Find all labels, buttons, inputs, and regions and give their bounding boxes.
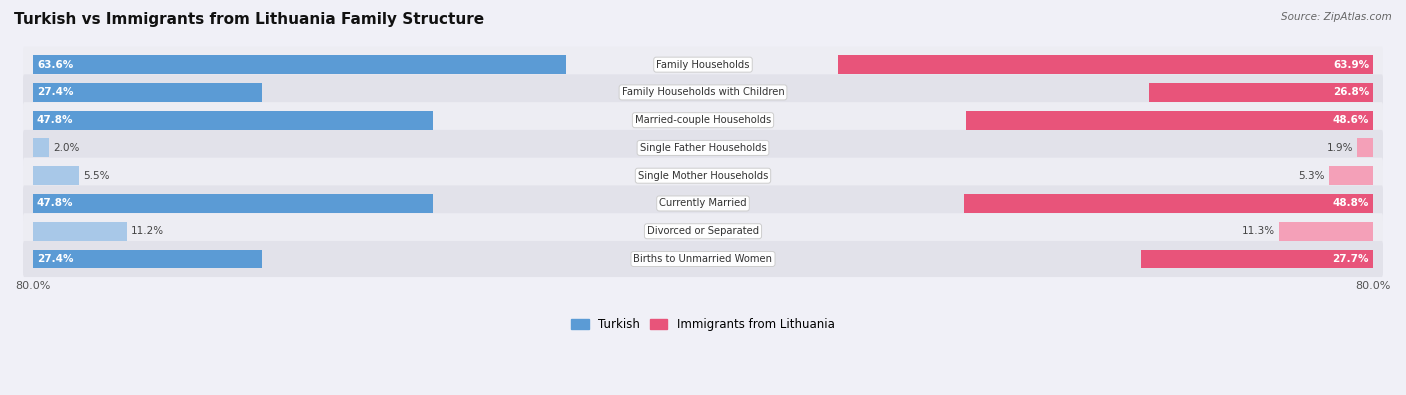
Text: Family Households with Children: Family Households with Children	[621, 87, 785, 98]
Text: 27.4%: 27.4%	[37, 87, 73, 98]
Bar	[32, 166, 79, 185]
Text: Single Father Households: Single Father Households	[640, 143, 766, 153]
Bar	[32, 111, 433, 130]
Text: 11.2%: 11.2%	[131, 226, 165, 236]
FancyBboxPatch shape	[22, 185, 1384, 222]
Bar	[32, 194, 433, 213]
Text: 1.9%: 1.9%	[1327, 143, 1353, 153]
FancyBboxPatch shape	[22, 130, 1384, 166]
Text: 5.5%: 5.5%	[83, 171, 110, 181]
Text: Family Households: Family Households	[657, 60, 749, 70]
Text: Divorced or Separated: Divorced or Separated	[647, 226, 759, 236]
FancyBboxPatch shape	[22, 102, 1384, 138]
Text: Married-couple Households: Married-couple Households	[636, 115, 770, 125]
Text: Turkish vs Immigrants from Lithuania Family Structure: Turkish vs Immigrants from Lithuania Fam…	[14, 12, 484, 27]
Text: 63.6%: 63.6%	[37, 60, 73, 70]
Text: Source: ZipAtlas.com: Source: ZipAtlas.com	[1281, 12, 1392, 22]
Text: 27.7%: 27.7%	[1333, 254, 1369, 264]
Text: Currently Married: Currently Married	[659, 198, 747, 209]
FancyBboxPatch shape	[22, 241, 1384, 277]
Text: 11.3%: 11.3%	[1241, 226, 1274, 236]
Bar	[32, 222, 127, 241]
Text: 63.9%: 63.9%	[1333, 60, 1369, 70]
Text: 2.0%: 2.0%	[53, 143, 80, 153]
Legend: Turkish, Immigrants from Lithuania: Turkish, Immigrants from Lithuania	[567, 313, 839, 336]
Bar	[32, 139, 49, 157]
Bar	[966, 111, 1374, 130]
Bar	[1149, 83, 1374, 102]
Bar	[1142, 250, 1374, 269]
Text: 47.8%: 47.8%	[37, 198, 73, 209]
FancyBboxPatch shape	[22, 47, 1384, 83]
FancyBboxPatch shape	[22, 213, 1384, 249]
Bar	[1278, 222, 1374, 241]
Bar	[1329, 166, 1374, 185]
Text: 47.8%: 47.8%	[37, 115, 73, 125]
Text: 48.8%: 48.8%	[1333, 198, 1369, 209]
Bar	[32, 55, 565, 74]
FancyBboxPatch shape	[22, 158, 1384, 194]
Text: 26.8%: 26.8%	[1333, 87, 1369, 98]
Text: 5.3%: 5.3%	[1298, 171, 1324, 181]
Bar	[965, 194, 1374, 213]
Bar	[32, 83, 263, 102]
Text: 48.6%: 48.6%	[1333, 115, 1369, 125]
Bar	[838, 55, 1374, 74]
Text: 27.4%: 27.4%	[37, 254, 73, 264]
Bar	[32, 250, 263, 269]
Text: Births to Unmarried Women: Births to Unmarried Women	[634, 254, 772, 264]
Bar	[1357, 139, 1374, 157]
FancyBboxPatch shape	[22, 74, 1384, 111]
Text: Single Mother Households: Single Mother Households	[638, 171, 768, 181]
